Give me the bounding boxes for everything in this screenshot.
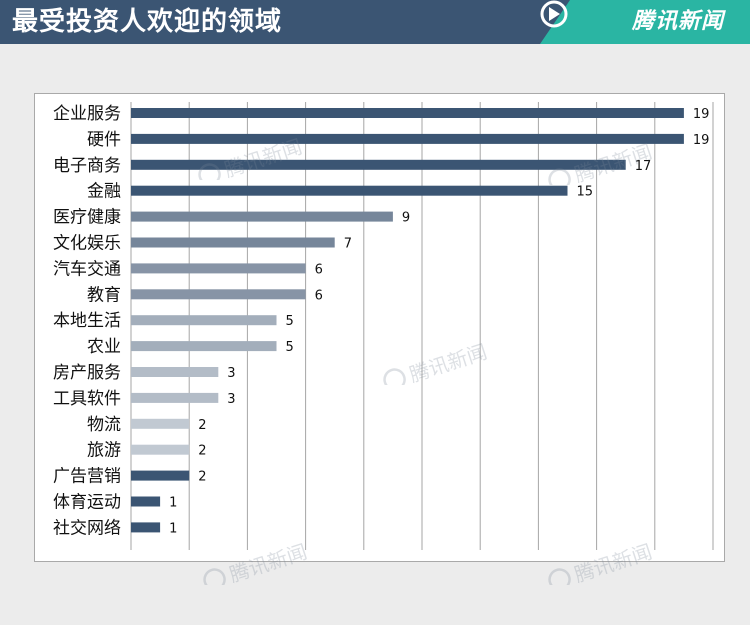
bar <box>131 133 684 144</box>
value-label: 17 <box>635 159 652 174</box>
category-label: 社交网络 <box>53 518 121 538</box>
page-title: 最受投资人欢迎的领域 <box>12 7 283 37</box>
category-label: 企业服务 <box>53 104 121 124</box>
category-label: 硬件 <box>87 130 121 150</box>
value-label: 6 <box>315 262 323 277</box>
bar <box>131 185 568 196</box>
value-label: 1 <box>169 496 177 511</box>
bar <box>131 444 190 455</box>
bar <box>131 418 190 429</box>
bar <box>131 237 335 248</box>
category-labels: 企业服务硬件电子商务金融医疗健康文化娱乐汽车交通教育本地生活农业房产服务工具软件… <box>53 104 121 538</box>
category-label: 医疗健康 <box>53 208 121 228</box>
value-labels: 19 19 17 15 9 7 6 6 5 5 3 3 2 2 2 1 1 <box>169 107 709 536</box>
brand-name: 腾讯新闻 <box>632 9 725 34</box>
value-label: 2 <box>198 418 206 433</box>
value-label: 15 <box>577 185 594 200</box>
brand-badge: 腾讯新闻 <box>540 0 750 44</box>
value-label: 19 <box>693 133 710 148</box>
chart-bars <box>131 108 684 533</box>
category-label: 电子商务 <box>53 156 121 176</box>
category-label: 教育 <box>87 285 121 305</box>
brand-band-shape <box>540 0 750 44</box>
bar <box>131 367 219 377</box>
bar <box>131 289 306 300</box>
bar <box>131 315 277 326</box>
watermark-logo-icon <box>548 568 571 585</box>
value-label: 5 <box>286 340 294 355</box>
bar <box>131 522 161 533</box>
value-label: 9 <box>402 211 410 226</box>
bar <box>131 211 393 222</box>
bar <box>131 108 684 118</box>
category-label: 广告营销 <box>53 467 121 487</box>
category-label: 农业 <box>87 337 121 357</box>
bar <box>131 159 626 170</box>
category-label: 文化娱乐 <box>53 234 121 254</box>
bar-chart: 企业服务硬件电子商务金融医疗健康文化娱乐汽车交通教育本地生活农业房产服务工具软件… <box>53 102 714 550</box>
value-label: 7 <box>344 237 352 252</box>
header-banner: 最受投资人欢迎的领域 腾讯新闻 <box>0 0 750 44</box>
value-label: 5 <box>286 314 294 329</box>
category-label: 体育运动 <box>53 493 121 513</box>
category-label: 工具软件 <box>53 389 121 409</box>
value-label: 2 <box>198 444 206 459</box>
bar <box>131 392 219 403</box>
category-label: 旅游 <box>87 441 121 461</box>
watermark-logo-icon <box>203 568 226 585</box>
value-label: 2 <box>198 470 206 485</box>
value-label: 3 <box>227 392 235 407</box>
category-label: 物流 <box>87 415 121 435</box>
bar <box>131 470 190 481</box>
category-label: 汽车交通 <box>53 259 121 279</box>
category-label: 房产服务 <box>53 363 121 383</box>
tencent-news-logo-icon <box>540 0 568 28</box>
chart-grid <box>130 102 714 550</box>
value-label: 6 <box>315 288 323 303</box>
value-label: 19 <box>693 107 710 122</box>
category-label: 本地生活 <box>53 311 121 331</box>
bar <box>131 341 277 352</box>
bar <box>131 496 161 507</box>
chart-panel: 企业服务硬件电子商务金融医疗健康文化娱乐汽车交通教育本地生活农业房产服务工具软件… <box>34 93 725 562</box>
bar <box>131 263 306 274</box>
category-label: 金融 <box>87 182 121 202</box>
value-label: 1 <box>169 521 177 536</box>
value-label: 3 <box>227 366 235 381</box>
